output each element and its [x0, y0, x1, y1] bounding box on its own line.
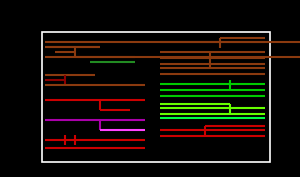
Bar	[42, 32, 270, 162]
